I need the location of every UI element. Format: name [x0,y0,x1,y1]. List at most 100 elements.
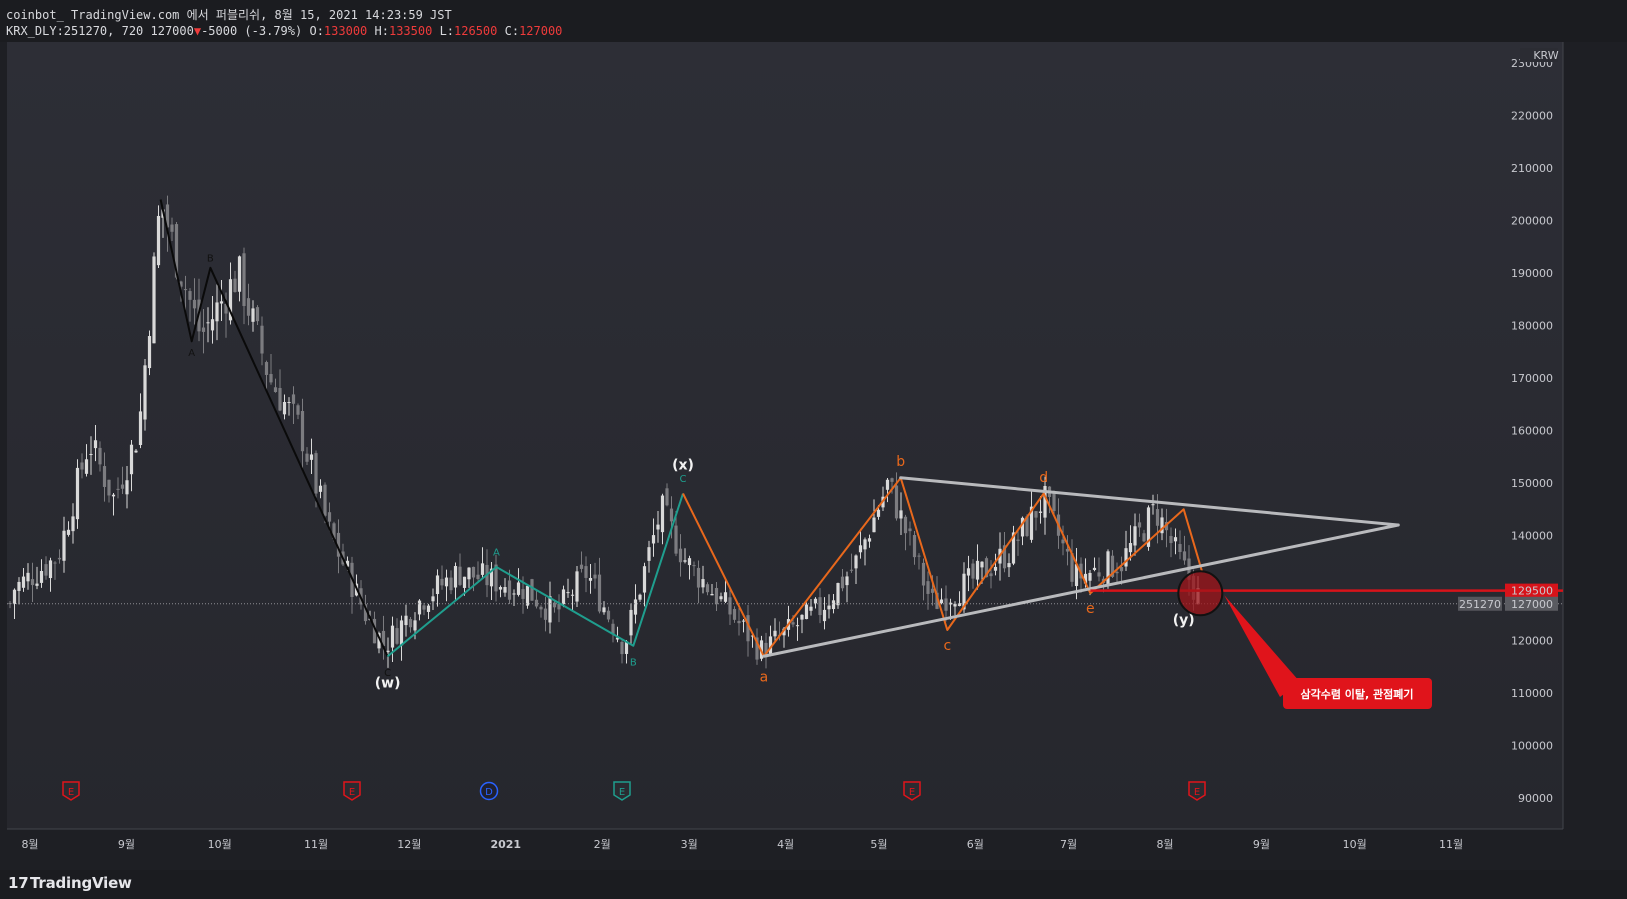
price-tick-label: 120000 [1511,635,1553,648]
degree-wave-label: (y) [1173,613,1195,629]
brand-name: TradingView [30,874,132,892]
candle-body [467,567,471,580]
earnings-marker-icon [343,781,361,801]
candle-body [764,642,768,658]
candle-body [917,555,921,557]
candle-body [1160,517,1164,534]
candle-body [363,604,368,622]
price-tick-label: 220000 [1511,110,1553,123]
candle-body [773,630,777,637]
breakout-circle [1177,570,1224,617]
candle-body [80,462,84,470]
event-marker-label: D [485,787,493,798]
time-tick-label: 9월 [1253,838,1270,851]
candle-body [489,568,494,587]
candle-body [1038,511,1043,513]
candle-body [624,641,629,654]
time-tick-label: 3월 [681,838,698,851]
callout-text: 삼각수렴 이탈, 관점폐기 [1300,687,1413,701]
candle-body [201,327,206,332]
candle-body [98,447,102,465]
candle-body [912,535,917,558]
candle-body [84,459,89,474]
candle-body [525,585,530,606]
change-label: -5000 (-3.79%) [201,24,303,38]
candle-body [71,516,75,532]
candle-body [615,637,620,640]
candle-body [120,484,125,489]
time-tick-label: 8월 [1156,838,1173,851]
price-tick-label: 170000 [1511,372,1553,385]
candle-body [1052,493,1056,512]
time-tick-label: 8월 [21,838,38,851]
candle-body [1070,553,1074,582]
tradingview-brand[interactable]: 17 TradingView [8,874,132,892]
candle-body [1169,535,1173,544]
candle-body [314,453,318,494]
candle-body [152,256,156,344]
earnings-marker-icon [613,781,631,801]
time-tick-label: 4월 [777,838,794,851]
candle-body [309,454,314,460]
candle-body [1119,567,1124,572]
candle-body [993,566,998,571]
candle-body [143,365,147,420]
candle-body [939,599,944,604]
candle-body [872,517,876,533]
candle-body [867,538,872,542]
candle-body [543,608,548,620]
price-chart[interactable]: A B C A B Ca b c d e (w) (x) (y) 90000 100000 110000 12… [0,42,1627,870]
black-wave-label: B [207,253,214,264]
candle-body [575,571,579,602]
price-tick-label: 210000 [1511,162,1553,175]
candle-body [534,599,539,607]
candle-body [1151,504,1155,506]
candle-body [1074,564,1079,587]
price-tick-label: 90000 [1518,792,1553,805]
candle-body [305,453,309,462]
candle-body [102,466,107,487]
low-label: L: [439,24,455,38]
candle-body [17,581,21,591]
candle-body [660,495,665,533]
candle-body [894,485,899,519]
callout-pointer [1224,595,1300,697]
earnings-marker-icon [1188,781,1206,801]
candle-body [1061,539,1065,544]
symbol-code-label: 251270 [1459,598,1501,611]
candle-body [692,565,696,567]
candle-body [836,583,840,606]
candle-body [1097,572,1101,577]
orange-wave-label: e [1086,601,1095,617]
teal-wave-label: A [493,547,500,558]
candle-body [449,577,453,591]
footer-bar: 17 TradingView [0,870,1627,899]
earnings-marker-icon [903,781,921,801]
time-axis[interactable]: 8월 9월 10월 11월 12월 2021 2월 3월 4월 5월 6월 7월 8월 9월 10월 11월 [21,838,1463,851]
candle-body [287,402,291,404]
candle-body [633,599,638,615]
candle-body [1173,537,1178,542]
candle-body [584,566,588,578]
candle-body [336,532,341,557]
high-label: H: [374,24,389,38]
candle-body [278,388,282,411]
candle-body [327,512,332,522]
candle-body [926,581,930,594]
time-tick-label: 5월 [870,838,887,851]
candle-body [638,594,642,600]
black-wave-label: C [384,668,391,679]
candle-body [854,555,858,569]
degree-wave-label: (x) [672,458,694,474]
price-axis[interactable]: 9000010000011000012000013000014000015000… [1458,48,1559,805]
candle-body [966,568,971,576]
breakout-price-label: 129500 [1511,585,1553,598]
candle-body [665,488,669,506]
last-price-badge [1505,596,1558,611]
orange-wave-label: d [1039,470,1048,486]
candle-body [242,253,246,307]
breakout-callout: 삼각수렴 이탈, 관점폐기 [1177,570,1432,709]
candle-body [48,560,53,579]
orange-wave-label: c [943,638,951,654]
candle-body [746,615,750,642]
